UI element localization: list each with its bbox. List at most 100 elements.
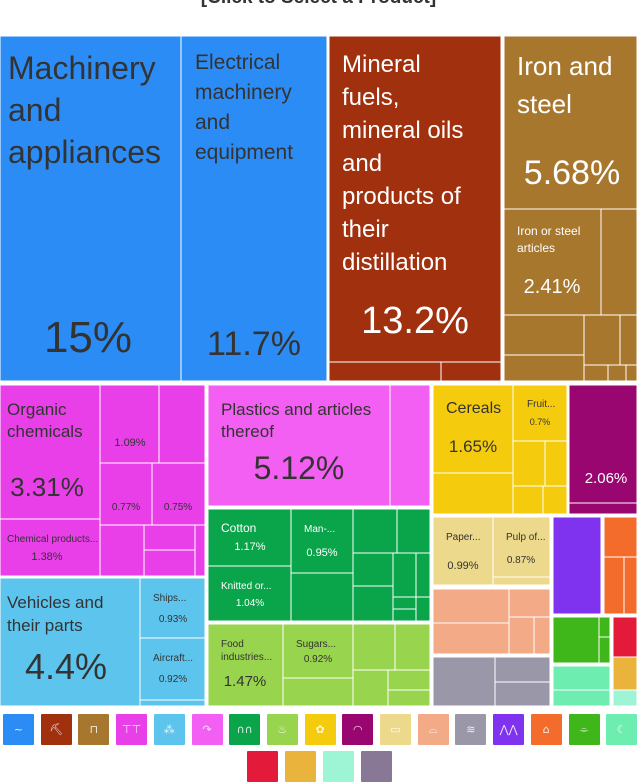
tile-food-small[interactable] [387,669,431,691]
tile-transport-small[interactable] [139,699,206,707]
legend-foodstuffs-icon[interactable]: ♨ [266,714,298,745]
tile-precious-metals[interactable] [568,384,637,504]
legend-transportation-icon[interactable]: ⁂ [153,714,185,745]
tile-electrical-machinery[interactable] [180,35,328,382]
tile-chemical-small[interactable] [143,524,196,551]
tile-textiles-small[interactable] [352,552,394,587]
legend-mineral-products-icon[interactable]: ⛏ [40,714,72,745]
tile-chemical-3[interactable] [151,462,206,526]
tile-sugars[interactable] [282,623,354,679]
legend-wood-products-icon[interactable]: ☾ [606,714,637,745]
tile-textiles-small[interactable] [415,596,431,622]
tile-instruments[interactable] [494,681,551,707]
tile-textiles-small[interactable] [392,608,417,622]
tile-veg-small[interactable] [432,472,514,515]
tile-footwear[interactable] [612,656,637,691]
tile-stone-glass[interactable] [432,622,510,655]
tile-animal-products[interactable] [623,556,637,615]
tile-chemical-1[interactable] [99,384,160,464]
tile-cotton[interactable] [207,508,292,567]
tile-mineral-small[interactable] [440,361,502,382]
legend-textiles-icon[interactable]: ∩∩ [229,714,261,745]
legend-metals-icon[interactable]: ⊓ [78,714,110,745]
legend-paper-goods-icon[interactable]: ▭ [380,714,411,745]
tile-textiles-small[interactable] [396,508,431,554]
tile-miscellaneous[interactable] [552,516,602,615]
tile-machinery-and-appliances[interactable] [0,35,182,382]
tile-chemical-products[interactable] [0,518,101,577]
tile-man-made[interactable] [290,508,354,574]
legend-footwear-icon[interactable] [285,751,316,782]
tile-art-antiques[interactable] [612,689,637,707]
legend-art-antiques-icon[interactable] [323,751,354,782]
tile-aircraft[interactable] [139,637,206,701]
legend-weapons-icon[interactable] [247,751,278,782]
legend-plastics-rubbers-icon[interactable]: ↷ [191,714,223,745]
tile-textiles-small[interactable] [415,552,431,598]
tile-veg-small[interactable] [544,440,568,487]
tile-chemical-2[interactable] [99,462,153,526]
tile-metals-small[interactable] [583,364,609,382]
chart-title[interactable]: [Click to Select a Product] [0,0,637,9]
tile-precious-small[interactable] [568,502,637,515]
tile-animal-products[interactable] [603,516,637,558]
tile-mineral-small[interactable] [328,361,442,382]
tile-veg-small[interactable] [542,485,568,515]
tile-food-industries[interactable] [207,623,284,707]
tile-wood-products[interactable] [552,665,611,691]
tile-vegetable-oils[interactable] [598,636,611,664]
tile-animal-products[interactable] [603,556,625,615]
legend-animal-products-icon[interactable]: ⌂ [530,714,562,745]
tile-chemical-small[interactable] [99,524,145,577]
tile-veg-small[interactable] [512,440,546,487]
tile-instruments[interactable] [432,656,496,707]
tile-textiles-small[interactable] [392,596,417,610]
tile-metals-small[interactable] [583,314,621,366]
tile-chemical-small[interactable] [143,549,196,577]
legend-animal-hides-icon[interactable] [361,751,392,782]
tile-iron-steel-articles[interactable] [503,208,602,316]
tile-instruments[interactable] [494,656,551,683]
tile-knitted[interactable] [207,565,292,622]
tile-vegetable-oils[interactable] [598,616,611,638]
legend-miscellaneous-icon[interactable]: ⋀⋀ [493,714,525,745]
tile-chemical-small[interactable] [194,524,206,577]
tile-metals-small[interactable] [625,364,637,382]
tile-textiles-small[interactable] [352,508,398,554]
tile-food-small[interactable] [352,669,389,707]
tile-chemical-small[interactable] [158,384,206,464]
tile-mineral-fuels[interactable] [328,35,502,363]
tile-weapons[interactable] [612,616,637,658]
tile-iron-and-steel[interactable] [503,35,637,210]
legend-vegetable-products-icon[interactable]: ✿ [304,714,336,745]
tile-metals-small[interactable] [619,314,637,366]
tile-metals-small[interactable] [503,314,585,356]
tile-food-small[interactable] [394,623,431,671]
legend-vegetable-oils-icon[interactable]: ⌯ [568,714,600,745]
tile-stone-glass[interactable] [533,616,551,655]
tile-food-small[interactable] [387,689,431,707]
tile-metals-small[interactable] [600,208,637,316]
tile-metals-small[interactable] [503,354,585,382]
tile-stone-glass[interactable] [432,588,510,624]
tile-vehicles[interactable] [0,577,141,707]
tile-cereals[interactable] [432,384,514,474]
tile-textiles-small[interactable] [290,572,354,622]
tile-paper-small[interactable] [492,576,551,586]
tile-pulp[interactable] [492,516,551,578]
tile-metals-small[interactable] [607,364,627,382]
tile-food-small[interactable] [352,623,396,671]
tile-fruit[interactable] [512,384,568,442]
tile-veg-small[interactable] [512,485,544,515]
legend-instruments-icon[interactable]: ≋ [455,714,487,745]
legend-chemical-products-icon[interactable]: ⊤⊤ [116,714,148,745]
tile-ships[interactable] [139,577,206,639]
tile-stone-glass[interactable] [508,588,551,618]
tile-textiles-small[interactable] [352,585,394,622]
tile-food-small[interactable] [282,677,354,707]
tile-paper[interactable] [432,516,494,586]
tile-rubber[interactable] [389,384,431,507]
tile-wood-products[interactable] [552,689,611,707]
legend-precious-metals-icon[interactable]: ◠ [342,714,374,745]
tile-vegetable-oils[interactable] [552,616,600,664]
